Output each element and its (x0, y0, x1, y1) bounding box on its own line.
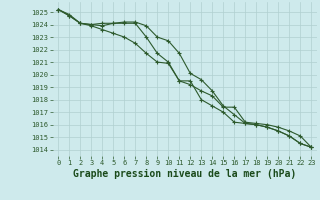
X-axis label: Graphe pression niveau de la mer (hPa): Graphe pression niveau de la mer (hPa) (73, 169, 296, 179)
